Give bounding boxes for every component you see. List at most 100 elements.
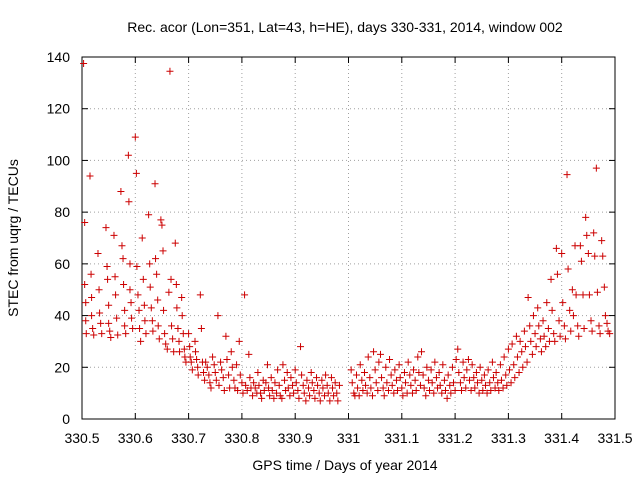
data-point: [239, 389, 247, 397]
data-point: [227, 348, 235, 356]
data-point: [297, 343, 305, 351]
data-point: [234, 387, 242, 395]
data-point: [580, 325, 588, 332]
data-point: [268, 387, 276, 395]
data-point: [575, 332, 583, 340]
data-point: [110, 231, 118, 239]
x-tick-label: 330.8: [224, 430, 259, 446]
data-point: [131, 133, 139, 141]
data-point: [494, 379, 502, 387]
data-point: [551, 337, 559, 345]
data-point: [388, 381, 396, 389]
data-point: [186, 353, 194, 361]
data-point: [273, 389, 281, 397]
data-point: [536, 335, 544, 343]
data-point: [439, 361, 447, 369]
data-point: [88, 312, 96, 320]
grid-lines: [82, 57, 615, 419]
data-point: [303, 376, 311, 384]
data-point: [254, 368, 262, 376]
data-point: [452, 356, 460, 364]
data-point: [146, 260, 154, 268]
x-tick-label: 331.5: [597, 430, 632, 446]
data-point: [600, 283, 608, 291]
x-tick-label: 330.9: [278, 430, 313, 446]
y-tick-label: 60: [54, 256, 70, 272]
y-tick-label: 140: [47, 49, 71, 65]
data-point: [356, 361, 364, 369]
data-point: [364, 353, 372, 361]
x-tick-label: 331.3: [491, 430, 526, 446]
data-point: [416, 381, 424, 389]
data-point: [411, 376, 419, 384]
data-point: [81, 218, 89, 226]
data-point: [160, 306, 168, 314]
data-point: [459, 358, 467, 366]
data-point: [82, 299, 90, 307]
data-point: [161, 330, 169, 338]
data-point: [521, 343, 529, 351]
data-point: [428, 379, 436, 387]
data-point: [553, 270, 561, 278]
data-point: [200, 368, 208, 376]
data-point: [154, 322, 162, 330]
data-point: [298, 371, 306, 379]
data-point: [305, 384, 313, 392]
data-point: [362, 381, 370, 389]
data-point: [515, 368, 523, 376]
data-point: [306, 392, 314, 400]
data-point: [324, 389, 332, 397]
data-point: [467, 387, 475, 395]
data-point: [407, 381, 415, 389]
data-point: [178, 312, 186, 320]
data-point: [172, 281, 180, 289]
data-point: [380, 392, 388, 400]
data-point: [359, 387, 367, 395]
data-point: [159, 247, 167, 255]
data-point: [559, 299, 567, 307]
data-point: [147, 304, 155, 312]
x-tick-labels: 330.5 330.6 330.7 330.8 330.9 331 331.1 331.2 33…: [64, 430, 632, 446]
data-point: [375, 358, 383, 366]
data-point: [281, 376, 289, 384]
data-point: [367, 384, 375, 392]
data-point: [408, 389, 416, 397]
data-point: [212, 376, 220, 384]
data-point: [596, 330, 604, 338]
data-point: [107, 334, 115, 342]
data-point: [382, 363, 390, 371]
data-point: [480, 371, 488, 379]
data-point: [424, 376, 432, 384]
data-point: [86, 172, 94, 180]
data-point: [555, 317, 563, 325]
data-point: [260, 387, 268, 395]
data-point: [267, 374, 275, 382]
data-point: [566, 306, 574, 314]
data-point: [105, 301, 113, 309]
data-point: [211, 368, 219, 376]
data-point: [313, 374, 321, 382]
data-point: [88, 293, 96, 301]
data-point: [548, 306, 556, 314]
data-point: [294, 387, 302, 395]
x-tick-label: 330.7: [171, 430, 206, 446]
data-point: [563, 171, 571, 179]
data-point: [412, 387, 420, 395]
data-point: [201, 376, 209, 384]
data-point: [601, 312, 609, 320]
data-point: [230, 376, 238, 384]
data-point: [587, 317, 595, 325]
data-point: [80, 59, 88, 67]
data-point: [451, 387, 459, 395]
y-tick-label: 20: [54, 359, 70, 375]
data-point: [142, 330, 150, 338]
data-point: [335, 381, 343, 389]
data-point: [599, 252, 607, 260]
data-point: [316, 397, 324, 405]
data-point: [126, 260, 134, 268]
data-point: [209, 353, 217, 361]
data-point: [271, 379, 279, 387]
data-point: [124, 151, 132, 159]
data-point: [489, 374, 497, 382]
